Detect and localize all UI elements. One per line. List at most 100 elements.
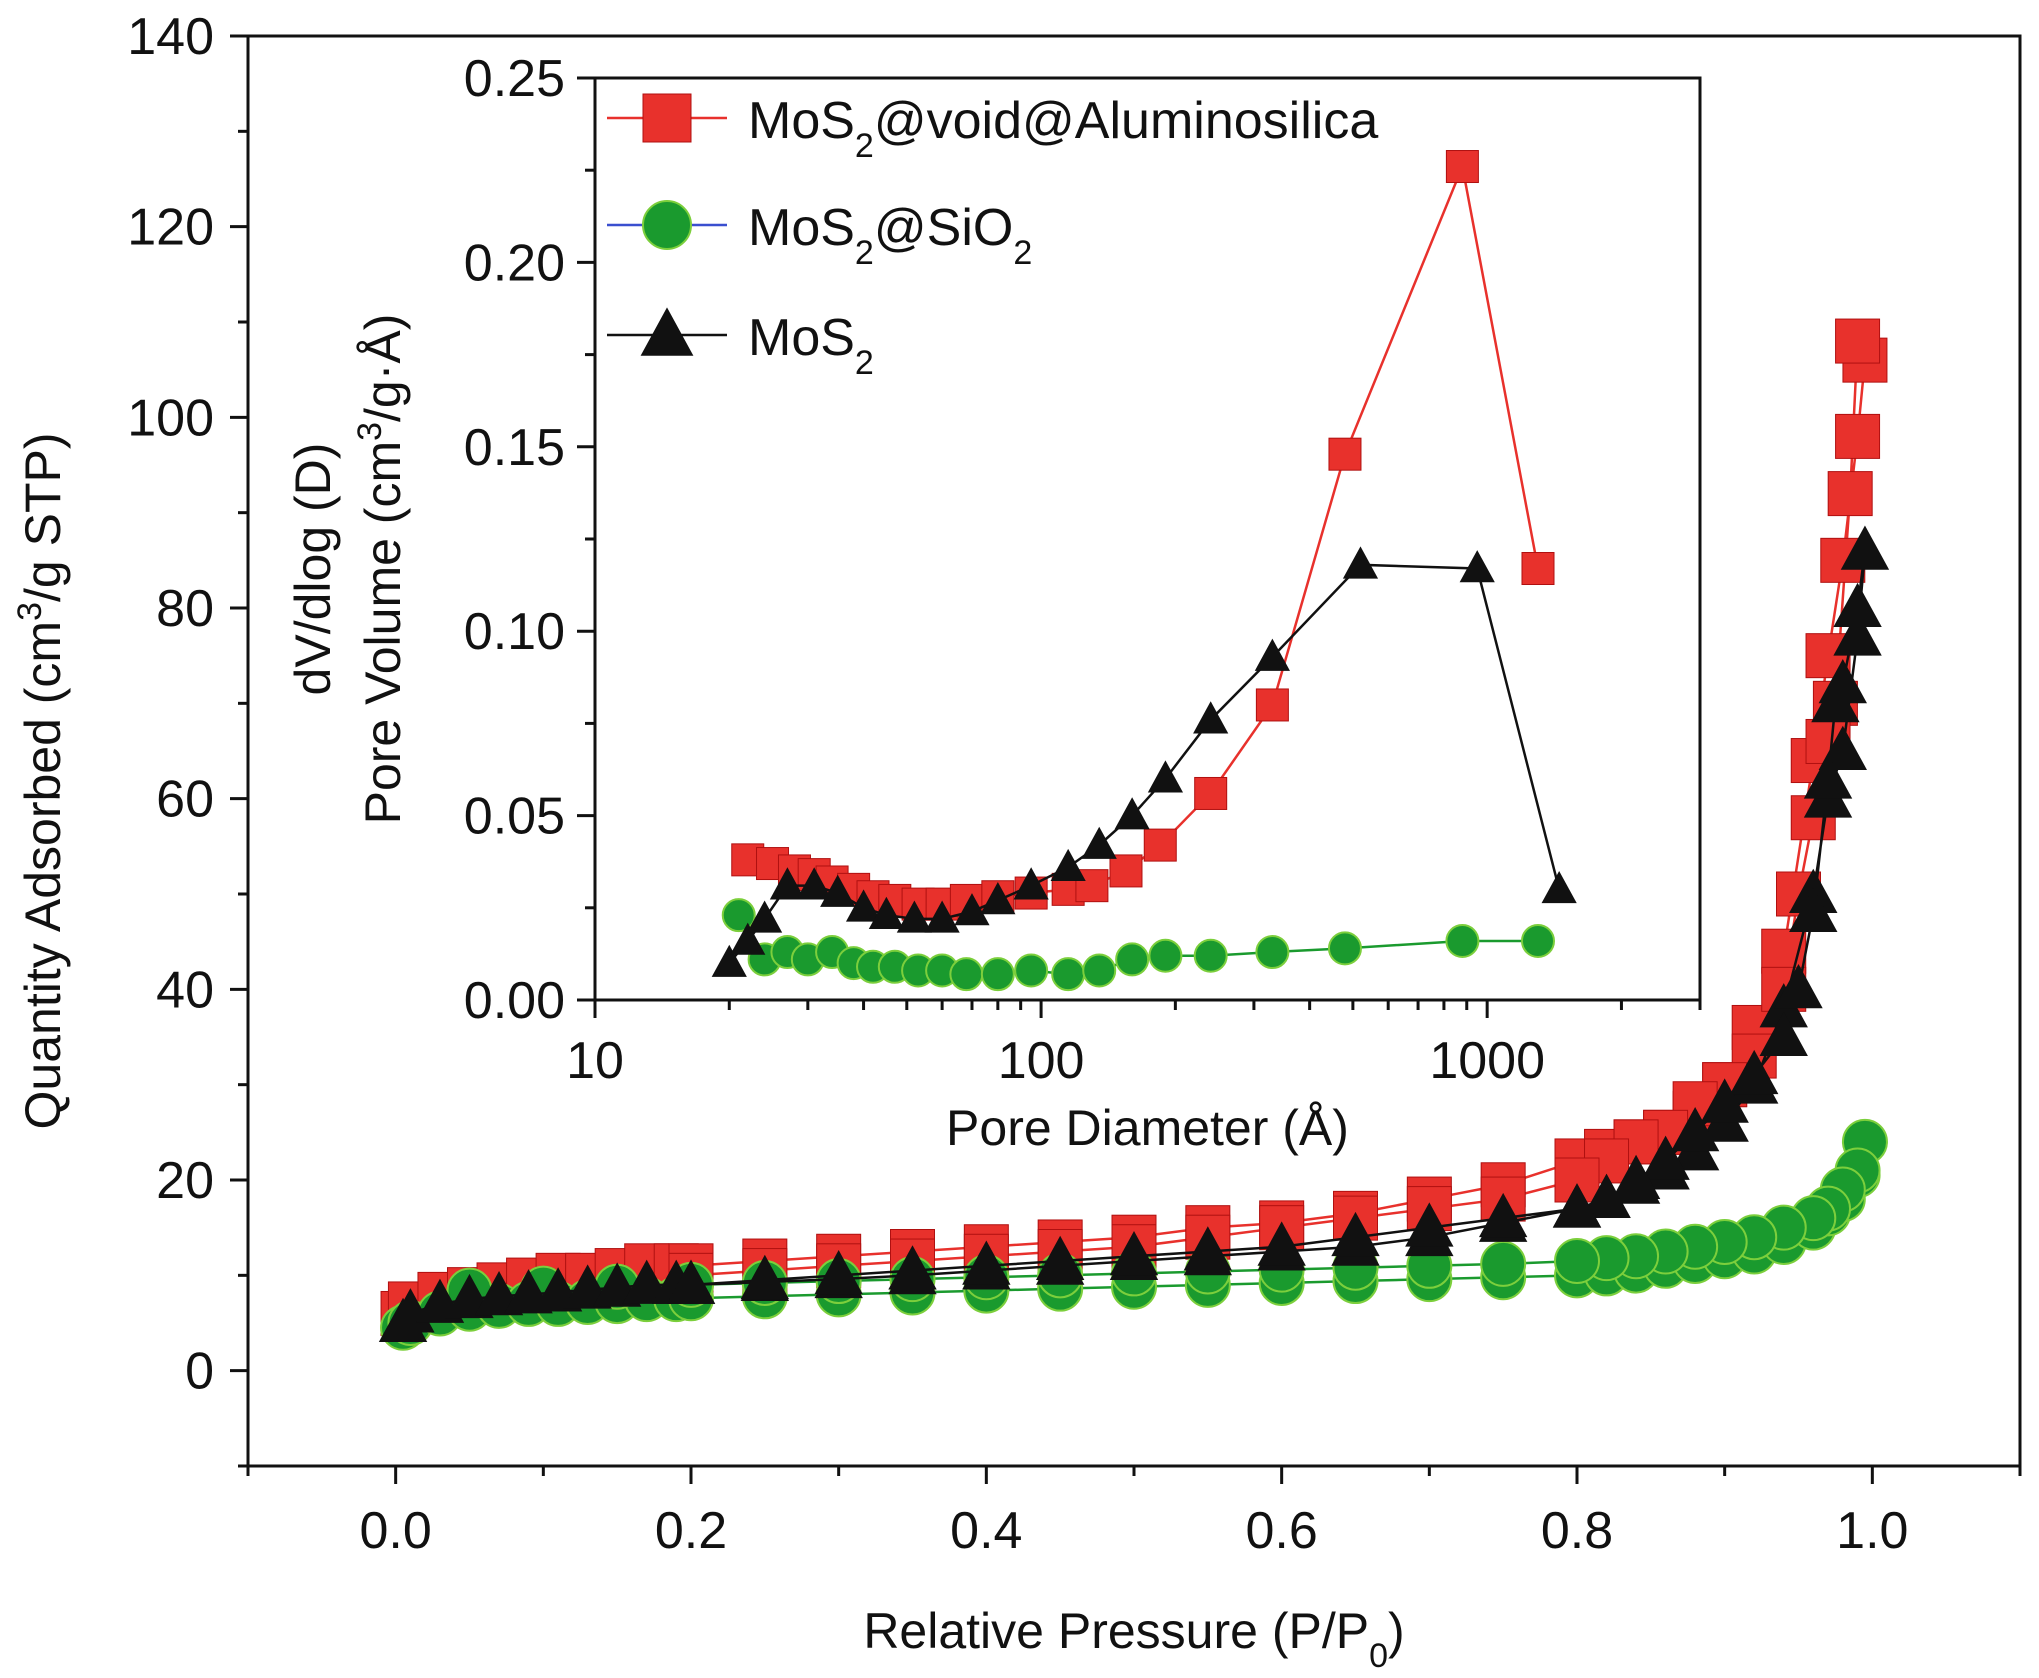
- inset-data-point-mos2-sio2: [1445, 923, 1480, 958]
- data-point-mos2: [1670, 1107, 1720, 1152]
- inset-data-point-mos2: [954, 893, 990, 926]
- data-point-mos2: [1759, 1011, 1808, 1056]
- inset-data-point-mos2: [1193, 701, 1229, 734]
- inset-data-point-mos2: [1114, 797, 1150, 830]
- inset-data-point-mos2: [730, 922, 766, 955]
- data-point-mos2: [1035, 1235, 1085, 1281]
- data-point-mos2: [1552, 1183, 1602, 1228]
- legend-label-mos2-part-0: MoS: [748, 309, 855, 367]
- x-tick-label: 1.0: [1836, 1502, 1908, 1560]
- y-axis-label-part-1: 3: [11, 602, 49, 621]
- inset-data-point-mos2-sio2: [1051, 957, 1086, 992]
- y-tick-label: 40: [156, 961, 214, 1019]
- data-point-mos2: [1833, 611, 1882, 656]
- data-point-mos2: [962, 1240, 1011, 1285]
- inset-data-point-mos2: [1147, 760, 1184, 793]
- x-axis-label-part-1: 0: [1369, 1637, 1388, 1675]
- x-tick-label: 0.6: [1246, 1502, 1318, 1560]
- series-mos2: [378, 525, 1890, 1342]
- inset-data-point-mos2-sio2: [1327, 931, 1362, 966]
- inset-data-point-mos2-sio2: [1148, 938, 1183, 973]
- inset-data-point-mos2: [868, 896, 904, 929]
- inset-data-point-mos2-sio2: [980, 957, 1015, 992]
- inset-data-point-mos2: [796, 867, 832, 900]
- inset-data-point-mos2: [1541, 870, 1577, 904]
- data-point-mos2: [740, 1254, 790, 1300]
- data-point-mos2-void-aluminosilica: [1827, 471, 1873, 517]
- inset-y-axis-label-line2-part-2: /g·Å): [355, 314, 411, 422]
- inset-data-point-mos2-void-aluminosilica: [1143, 828, 1177, 862]
- y-tick-label: 100: [127, 389, 214, 447]
- inset-y-tick-label: 0.25: [464, 50, 565, 108]
- legend-label-mos2: MoS2: [748, 309, 874, 382]
- inset-data-point-mos2: [1342, 546, 1379, 579]
- inset-y-tick-label: 0.20: [464, 234, 565, 292]
- inset-data-point-mos2-void-aluminosilica: [1521, 552, 1555, 586]
- inset-data-point-mos2: [924, 900, 960, 933]
- legend-marker-mos2-sio2: [642, 200, 692, 250]
- inset-data-point-mos2-sio2: [949, 957, 984, 992]
- inset-data-point-mos2-sio2: [1082, 953, 1117, 988]
- y-tick-label: 60: [156, 771, 214, 829]
- data-point-mos2: [1700, 1078, 1749, 1123]
- inset-data-point-mos2-void-aluminosilica: [1109, 854, 1143, 888]
- data-point-mos2: [888, 1245, 937, 1290]
- inset-data-point-mos2-void-aluminosilica: [1255, 688, 1289, 722]
- inset-data-point-mos2-sio2: [1520, 923, 1555, 958]
- data-point-mos2: [1789, 887, 1838, 933]
- inset-x-tick-label: 10: [566, 1032, 624, 1090]
- inset-plot: 10 100 1000 0.00 0.05 0.10 0.15 0.20 0.25 Pore Di…: [285, 50, 1702, 1156]
- y-axis-label-part-2: /g STP): [15, 433, 71, 602]
- inset-x-axis-label: Pore Diameter (Å): [946, 1100, 1349, 1156]
- legend-label-mos2-void-aluminosilica-part-2: @void@Aluminosilica: [874, 92, 1378, 150]
- legend-entry-mos2-void-aluminosilica: MoS2@void@Aluminosilica: [607, 92, 1378, 165]
- data-point-mos2-sio2: [1554, 1238, 1600, 1285]
- legend-label-mos2-sio2-part-3: 2: [1013, 234, 1032, 272]
- legend-label-mos2-sio2: MoS2@SiO2: [748, 199, 1032, 272]
- x-axis-label-part-2: ): [1388, 1603, 1405, 1659]
- legend-label-mos2-void-aluminosilica-part-1: 2: [855, 127, 874, 165]
- inset-data-point-mos2: [1013, 867, 1049, 900]
- inset-data-point-mos2-sio2: [1255, 935, 1290, 970]
- inset-data-point-mos2: [980, 882, 1016, 915]
- inset-data-point-mos2: [1254, 638, 1290, 671]
- data-point-mos2: [1257, 1221, 1306, 1266]
- inset-data-point-mos2-sio2: [1014, 953, 1049, 988]
- legend-label-mos2-part-1: 2: [855, 344, 874, 382]
- data-point-mos2: [1730, 1049, 1779, 1095]
- data-point-mos2: [1478, 1192, 1528, 1238]
- legend-label-mos2-sio2-part-2: @SiO: [874, 199, 1013, 257]
- data-point-mos2: [1611, 1154, 1661, 1199]
- data-point-mos2: [1582, 1173, 1631, 1219]
- legend-entry-mos2-sio2: MoS2@SiO2: [607, 199, 1032, 272]
- data-point-mos2: [1803, 754, 1853, 799]
- data-point-mos2: [1840, 525, 1890, 570]
- x-axis-label-part-0: Relative Pressure (P/P: [863, 1603, 1369, 1659]
- legend-marker-mos2-void-aluminosilica: [642, 93, 692, 143]
- inset-series-mos2-sio2: [721, 898, 1555, 992]
- inset-x-tick-label: 1000: [1429, 1032, 1545, 1090]
- y-tick-label: 80: [156, 580, 214, 638]
- inset-data-point-mos2: [820, 874, 856, 907]
- data-point-mos2: [1641, 1135, 1690, 1180]
- data-point-mos2: [1774, 964, 1823, 1009]
- data-point-mos2-void-aluminosilica: [1835, 318, 1881, 364]
- data-point-mos2: [1109, 1230, 1159, 1276]
- inset-y-axis-label-line2-part-1: 3: [351, 422, 389, 441]
- inset-series-mos2: [711, 546, 1577, 977]
- legend-marker-mos2: [640, 307, 694, 356]
- inset-y-tick-label: 0.05: [464, 788, 565, 846]
- legend-label-mos2-sio2-part-0: MoS: [748, 199, 855, 257]
- inset-data-point-mos2-void-aluminosilica: [1194, 776, 1228, 810]
- data-point-mos2: [666, 1259, 716, 1304]
- legend-label-mos2-void-aluminosilica-part-0: MoS: [748, 92, 855, 150]
- data-point-mos2: [1405, 1202, 1454, 1247]
- inset-data-point-mos2-sio2: [1193, 938, 1228, 973]
- y-axis-label-part-0: Quantity Adsorbed (cm: [15, 621, 71, 1130]
- x-tick-label: 0.2: [655, 1502, 727, 1560]
- data-point-mos2: [1818, 725, 1867, 770]
- inset-data-point-mos2: [1050, 848, 1086, 882]
- legend-entry-mos2: MoS2: [607, 307, 874, 382]
